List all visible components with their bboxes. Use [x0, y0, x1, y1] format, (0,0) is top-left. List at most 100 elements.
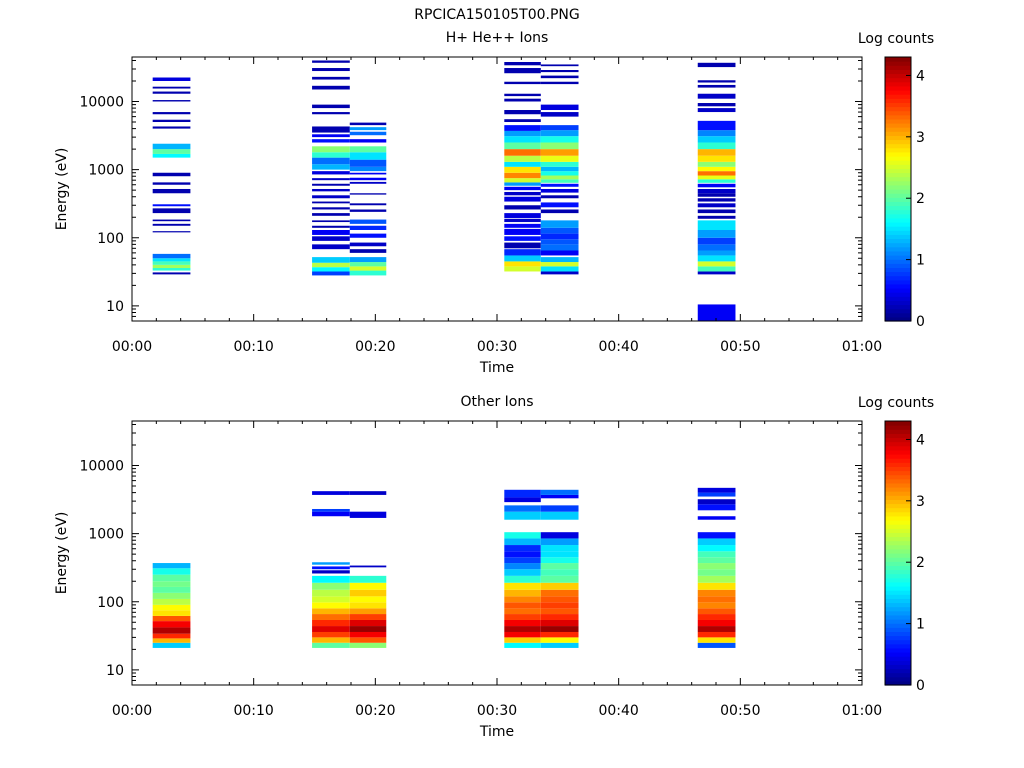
colorbar-segment [885, 548, 911, 554]
colorbar-segment [885, 491, 911, 496]
heatmap-cell [697, 120, 736, 131]
heatmap-cell [312, 183, 350, 186]
plots-group: H+ He++ Ions Time Energy (eV) 00:00 00:10 00:… [54, 30, 934, 740]
y-tick-label: 100 [97, 595, 124, 611]
heatmap-cell [152, 633, 191, 639]
heatmap-cell [697, 171, 736, 176]
heatmap-cell [540, 179, 579, 183]
heatmap-cell [540, 505, 579, 512]
heatmap-cell [504, 569, 541, 576]
heatmap-cell [540, 227, 579, 234]
colorbar-segment [885, 660, 911, 665]
heatmap-cell [504, 136, 541, 143]
heatmap-cell [312, 267, 350, 272]
colorbar-segment [885, 520, 911, 525]
heatmap-cell [312, 139, 350, 143]
heatmap-cell [312, 619, 350, 627]
heatmap-cell [152, 231, 191, 233]
colorbar-segment [885, 676, 911, 682]
colorbar-segment [885, 495, 911, 500]
colorbar-segment [885, 238, 911, 244]
heatmap-cell [152, 219, 191, 222]
heatmap-cell [312, 566, 350, 570]
heatmap-cell [697, 304, 736, 321]
heatmap-cell [697, 220, 736, 230]
heatmap-cell [504, 266, 541, 272]
heatmap-cell [312, 171, 350, 175]
x-axis-label: Time [479, 724, 514, 740]
heatmap-cell [540, 614, 579, 620]
heatmap-cell [312, 126, 350, 133]
heatmap-cell [504, 191, 541, 196]
x-tick-label: 00:40 [598, 703, 638, 719]
heatmap-cell [697, 596, 736, 603]
heatmap-cell [312, 188, 350, 192]
panel-1: H+ He++ Ions Time Energy (eV) 00:00 00:10 00:… [54, 30, 934, 376]
colorbar: Log counts 0 1 2 3 4 [858, 395, 934, 694]
colorbar-segment [885, 594, 911, 599]
heatmap-cell [504, 161, 541, 167]
heatmap-cell [504, 166, 541, 173]
heatmap-cell [540, 125, 579, 131]
heatmap-cell [697, 626, 736, 632]
colorbar-segment [885, 176, 911, 182]
heatmap-cell [152, 261, 191, 265]
heatmap-cell [349, 582, 387, 590]
heatmap-cell [504, 223, 541, 228]
heatmap-cell [504, 155, 541, 162]
heatmap-cell [152, 253, 191, 259]
x-tick-label: 01:00 [842, 339, 882, 355]
heatmap-cell [540, 244, 579, 251]
heatmap-cell [312, 146, 350, 153]
heatmap-cell [697, 589, 736, 597]
heatmap-cell [697, 582, 736, 590]
heatmap-cell [697, 637, 736, 643]
colorbar-segment [885, 147, 911, 153]
colorbar-segment [885, 503, 911, 509]
colorbar-segment [885, 180, 911, 186]
colorbar-segment [885, 590, 911, 595]
colorbar-segment [885, 85, 911, 91]
heatmap-cell [540, 551, 579, 558]
heatmap-cell [349, 565, 387, 568]
heatmap-cell [540, 602, 579, 609]
heatmap-cell [504, 642, 541, 648]
heatmap-cell [504, 213, 541, 218]
heatmap-cell [540, 188, 579, 193]
heatmap-cell [504, 551, 541, 558]
colorbar-tick-label: 0 [916, 314, 925, 330]
heatmap-cell [697, 179, 736, 183]
colorbar-segment [885, 242, 911, 248]
colorbar-tick-label: 4 [916, 68, 925, 84]
heatmap-cell [540, 631, 579, 638]
colorbar-segment [885, 172, 911, 178]
heatmap-cell [540, 266, 579, 272]
colorbar-tick-label: 4 [916, 432, 925, 448]
colorbar-segment [885, 94, 911, 99]
heatmap-cell [697, 250, 736, 256]
heatmap-cell [540, 149, 579, 156]
colorbar-segment [885, 647, 911, 653]
heatmap-cell [152, 204, 191, 207]
colorbar-tick-label: 3 [916, 494, 925, 510]
colorbar-segment [885, 209, 911, 215]
heatmap-cell [152, 272, 191, 275]
colorbar-segment [885, 106, 911, 112]
heatmap-cell [697, 244, 736, 251]
heatmap-cell [697, 545, 736, 552]
panel-2: Other Ions Time Energy (eV) 00:00 00:10 00:20… [54, 394, 934, 740]
heatmap-cell [349, 146, 387, 153]
heatmap-cell [312, 157, 350, 165]
heatmap-cell [697, 614, 736, 620]
colorbar-segment [885, 602, 911, 608]
heatmap-cell [312, 76, 350, 80]
colorbar-segment [885, 65, 911, 70]
colorbar-segment [885, 201, 911, 207]
colorbar-tick-label: 2 [916, 555, 925, 571]
colorbar-segment [885, 288, 911, 293]
heatmap-cell [152, 182, 191, 185]
colorbar-segment [885, 139, 911, 145]
panel-title: Other Ions [460, 394, 533, 410]
heatmap-cell [540, 75, 579, 79]
heatmap-cell [697, 538, 736, 546]
